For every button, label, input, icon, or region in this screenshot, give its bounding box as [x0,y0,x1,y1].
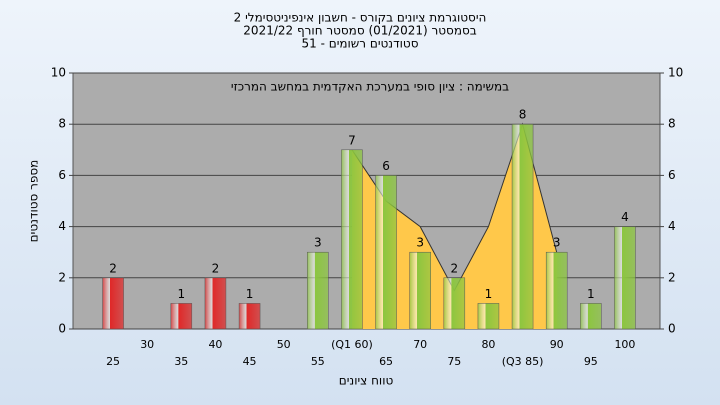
x-tick-label: 95 [584,355,598,368]
value-label: 7 [348,133,356,147]
value-label: 2 [450,261,458,275]
y2-tick-label: 10 [668,66,683,80]
annotation: במשימה : ציון סופי במערכת האקדמית במחשב … [231,80,509,94]
bar [307,251,329,330]
y-tick-label: 6 [58,168,66,182]
x-tick-label: 75 [447,355,461,368]
bar [170,303,193,330]
value-label: 2 [109,261,117,275]
x-tick-label: 25 [106,355,120,368]
title-line: היסטוגרמת ציונים בקורס - חשבון אינפיניטס… [234,11,487,25]
x-tick-label: 30 [140,338,154,351]
x-axis-label: טווח ציונים [339,374,394,388]
x-tick-label: 90 [550,338,564,351]
bar [375,175,397,330]
y-tick-label: 2 [58,270,66,284]
y-tick-label: 0 [58,322,66,336]
bar [204,277,227,330]
y-tick-label: 8 [58,117,66,131]
value-label: 1 [485,287,493,301]
bar [580,303,602,330]
y-tick-label: 4 [58,219,66,233]
x-tick-label: 35 [174,355,188,368]
x-tick-label: 45 [243,355,257,368]
area [351,124,557,329]
value-label: 6 [382,159,390,173]
x-tick-label: 80 [481,338,495,351]
value-label: 3 [416,236,424,250]
y2-tick-label: 8 [668,117,676,131]
bar [477,303,500,330]
value-label: 4 [621,210,629,224]
bar [511,123,534,330]
y-tick-label: 10 [51,66,66,80]
bar [341,149,363,330]
x-tick-label: (Q3 85) [502,355,544,368]
x-tick-label: 40 [208,338,222,351]
x-tick-label: 100 [614,338,635,351]
bar [443,277,466,330]
x-tick-label: 65 [379,355,393,368]
title-line: סטודנטים רשומים - 51 [301,37,418,51]
bar [102,277,124,330]
value-label: 3 [553,236,561,250]
y2-tick-label: 2 [668,270,676,284]
x-tick-label: 50 [277,338,291,351]
value-label: 3 [314,236,322,250]
y-axis-label: מספר סטודנטים [27,160,41,243]
bar [238,303,261,330]
y2-tick-label: 6 [668,168,676,182]
y2-tick-label: 0 [668,322,676,336]
title-line: בסמסטר (01/2021) סמסטר חורף 2021/22 [243,24,476,38]
value-label: 1 [587,287,595,301]
x-tick-label: 70 [413,338,427,351]
y2-tick-label: 4 [668,219,676,233]
bar [545,251,568,330]
x-tick-label: 55 [311,355,325,368]
value-label: 2 [212,261,220,275]
value-label: 8 [519,108,527,122]
x-tick-label: (Q1 60) [331,338,373,351]
bar [614,226,636,330]
value-label: 1 [246,287,254,301]
value-label: 1 [177,287,185,301]
bar [409,251,431,330]
